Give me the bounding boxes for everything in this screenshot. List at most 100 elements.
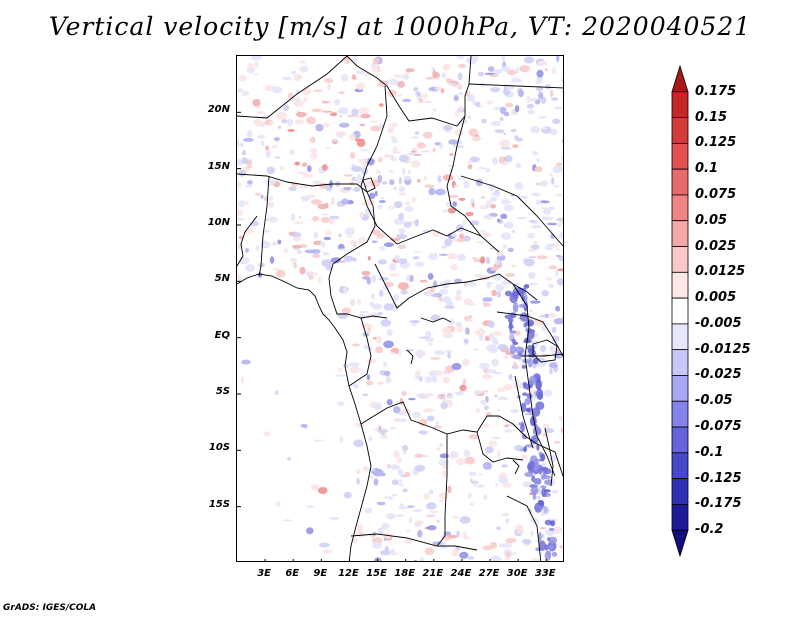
velocity-speckle (538, 540, 546, 552)
velocity-speckle (551, 326, 557, 334)
velocity-speckle (388, 205, 396, 210)
velocity-speckle (359, 311, 369, 314)
velocity-speckle (372, 402, 383, 410)
velocity-speckle (452, 516, 460, 519)
velocity-speckle (328, 218, 335, 225)
velocity-speckle (544, 389, 553, 397)
velocity-speckle (392, 146, 398, 154)
velocity-speckle (515, 346, 524, 354)
velocity-speckle (414, 464, 425, 472)
velocity-speckle (555, 243, 560, 248)
velocity-speckle (417, 178, 421, 183)
velocity-speckle (323, 236, 331, 241)
velocity-speckle (335, 374, 346, 377)
velocity-speckle (391, 138, 398, 144)
velocity-speckle (286, 118, 294, 126)
velocity-speckle (327, 83, 332, 91)
velocity-speckle (559, 231, 563, 240)
velocity-speckle (474, 274, 484, 278)
velocity-speckle (488, 440, 498, 447)
colorbar-cell (671, 117, 689, 144)
colorbar-cell (671, 504, 689, 531)
velocity-speckle (551, 551, 558, 557)
velocity-speckle (544, 68, 548, 72)
velocity-speckle (254, 119, 263, 127)
velocity-speckle (324, 78, 334, 83)
velocity-speckle (364, 73, 370, 77)
lat-label: 5S (215, 386, 230, 397)
velocity-speckle (344, 290, 348, 294)
velocity-speckle (436, 396, 442, 399)
velocity-speckle (556, 56, 560, 62)
velocity-speckle (321, 110, 333, 113)
velocity-speckle (378, 259, 387, 265)
velocity-speckle (307, 165, 312, 173)
velocity-speckle (516, 529, 525, 534)
velocity-speckle (291, 70, 297, 75)
velocity-speckle (252, 98, 261, 107)
velocity-speckle (370, 125, 381, 132)
velocity-speckle (529, 415, 537, 427)
velocity-speckle (473, 348, 479, 352)
velocity-speckle (464, 456, 476, 465)
velocity-speckle (515, 137, 524, 142)
velocity-speckle (339, 248, 346, 251)
velocity-speckle (380, 472, 386, 477)
velocity-speckle (338, 91, 345, 95)
velocity-speckle (525, 407, 531, 413)
velocity-speckle (383, 340, 394, 349)
velocity-speckle (513, 361, 517, 369)
velocity-speckle (486, 100, 493, 105)
velocity-speckle (393, 406, 401, 414)
velocity-speckle (322, 213, 329, 216)
velocity-speckle (376, 233, 386, 238)
velocity-speckle (397, 81, 405, 88)
velocity-speckle (322, 101, 330, 104)
velocity-speckle (411, 136, 420, 139)
velocity-speckle (310, 199, 322, 205)
velocity-speckle (462, 220, 466, 226)
border-mozambique (506, 495, 542, 561)
velocity-speckle (440, 296, 452, 303)
velocity-speckle (496, 290, 502, 298)
border-namibia (350, 533, 478, 551)
velocity-speckle (555, 193, 562, 197)
velocity-speckle (459, 516, 471, 524)
velocity-speckle (427, 525, 437, 531)
velocity-speckle (490, 266, 499, 271)
velocity-speckle (254, 193, 262, 196)
velocity-speckle (312, 89, 324, 92)
velocity-speckle (523, 284, 530, 289)
velocity-speckle (492, 330, 503, 337)
velocity-speckle (494, 394, 498, 398)
velocity-speckle (507, 200, 512, 204)
velocity-speckle (325, 230, 333, 236)
colorbar-cell (671, 194, 689, 222)
velocity-speckle (412, 256, 420, 260)
velocity-speckle (485, 446, 494, 454)
velocity-speckle (396, 457, 402, 464)
colorbar-cell (671, 91, 689, 118)
velocity-speckle (398, 418, 407, 423)
velocity-speckle (557, 221, 563, 228)
velocity-speckle (497, 409, 501, 412)
velocity-speckle (386, 329, 393, 336)
velocity-speckle (542, 126, 547, 130)
velocity-field (237, 56, 563, 561)
velocity-speckle (556, 254, 561, 258)
country-borders (237, 56, 563, 561)
velocity-speckle (258, 262, 265, 268)
velocity-speckle (490, 120, 502, 127)
velocity-speckle (310, 272, 319, 275)
velocity-speckle (481, 118, 487, 124)
velocity-speckle (549, 362, 558, 369)
velocity-speckle (393, 293, 399, 302)
velocity-speckle (490, 196, 498, 202)
velocity-speckle (441, 245, 448, 249)
colorbar-cell (671, 529, 689, 558)
velocity-speckle (482, 423, 490, 429)
velocity-speckle (377, 204, 383, 209)
velocity-speckle (551, 489, 559, 494)
velocity-speckle (247, 180, 253, 185)
velocity-speckle (322, 313, 332, 316)
